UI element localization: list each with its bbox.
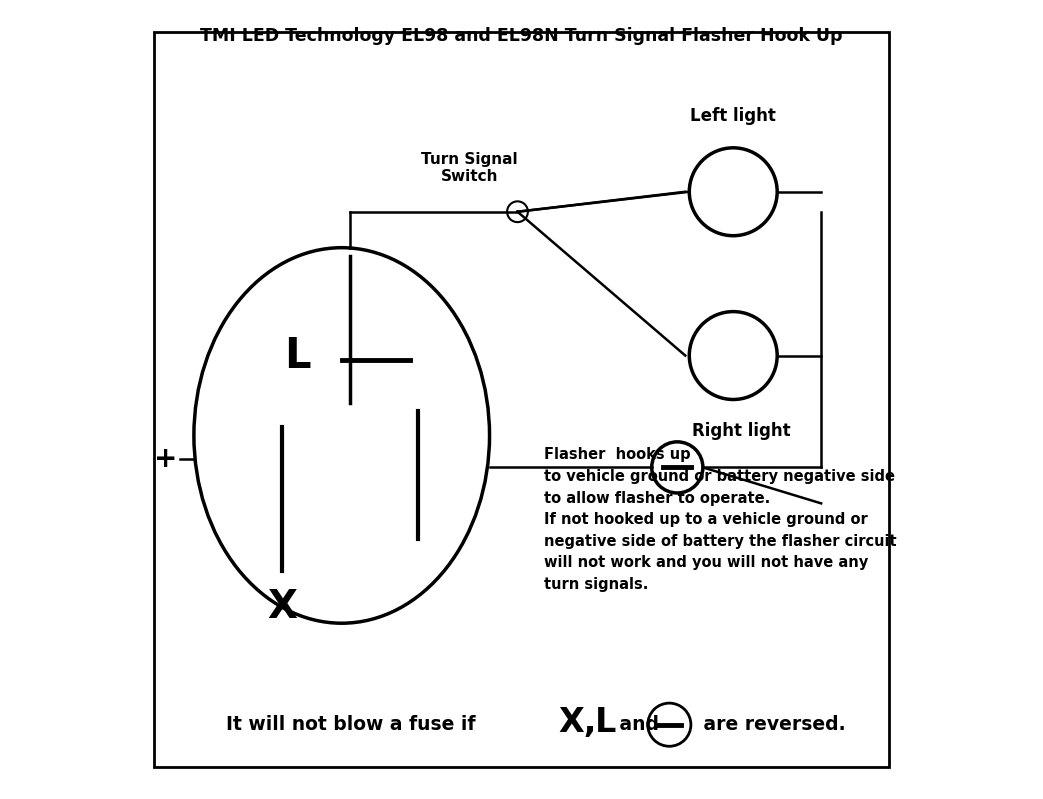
- Ellipse shape: [194, 248, 489, 623]
- Circle shape: [689, 148, 777, 236]
- Text: It will not blow a fuse if: It will not blow a fuse if: [226, 715, 476, 734]
- Text: X: X: [267, 588, 297, 626]
- Circle shape: [652, 442, 703, 493]
- Text: Turn Signal
Switch: Turn Signal Switch: [421, 152, 518, 184]
- Circle shape: [507, 201, 528, 222]
- Circle shape: [689, 312, 777, 400]
- Text: and: and: [612, 715, 658, 734]
- Text: Left light: Left light: [690, 107, 776, 125]
- Text: L: L: [595, 706, 616, 739]
- Text: Flasher  hooks up
to vehicle ground or battery negative side
to allow flasher to: Flasher hooks up to vehicle ground or ba…: [543, 447, 897, 592]
- Text: L: L: [285, 335, 311, 376]
- Circle shape: [648, 703, 690, 746]
- Text: TMI LED Technology EL98 and EL98N Turn Signal Flasher Hook Up: TMI LED Technology EL98 and EL98N Turn S…: [200, 27, 843, 45]
- Text: X,: X,: [558, 706, 597, 739]
- Text: are reversed.: are reversed.: [698, 715, 846, 734]
- Text: Right light: Right light: [692, 423, 791, 440]
- Text: +: +: [154, 445, 177, 474]
